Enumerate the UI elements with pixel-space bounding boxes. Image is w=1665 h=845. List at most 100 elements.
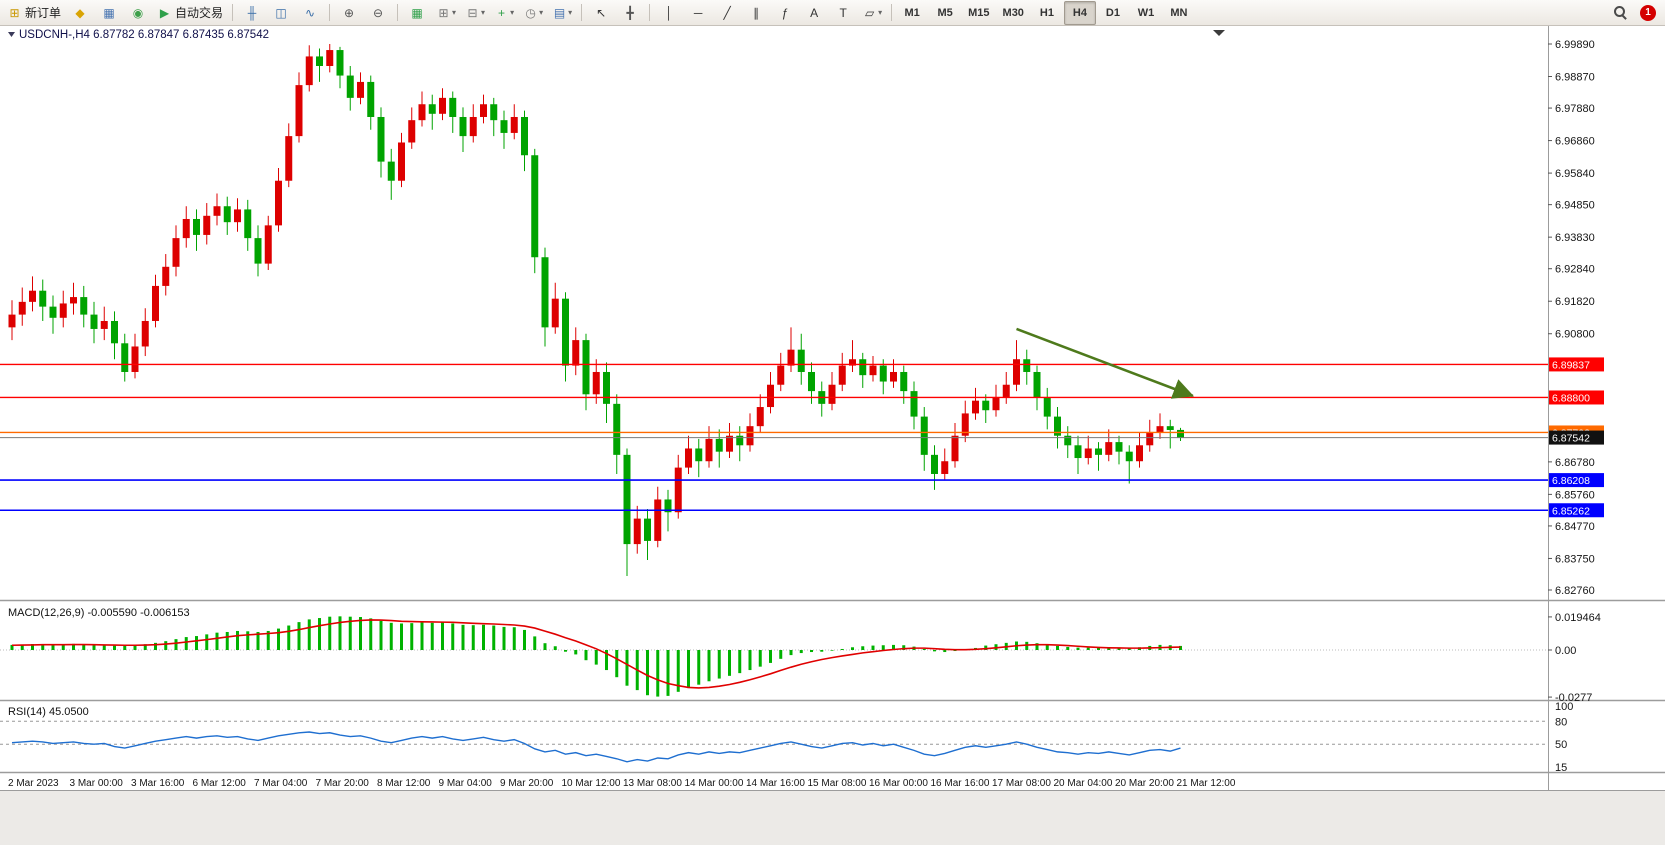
search-button[interactable] [1606, 1, 1634, 25]
zoom-in-icon: ⊕ [344, 5, 355, 20]
rsi-panel-area[interactable] [0, 702, 1548, 772]
price-axis-label: 6.96860 [1555, 136, 1595, 148]
price-axis-label: 6.92840 [1555, 264, 1595, 276]
candle-up [849, 359, 856, 366]
candle-up [1105, 442, 1113, 455]
data-window-icon[interactable]: ▦ [95, 1, 123, 25]
candle-up [357, 81, 364, 98]
candle-down [1166, 426, 1174, 430]
channel-icon[interactable]: ∥ [742, 1, 770, 25]
market-watch-icon: ◆ [75, 5, 85, 20]
macd-signal-line [11, 619, 1181, 689]
candle-down [90, 314, 98, 329]
timeframe-button-d1[interactable]: D1 [1105, 6, 1120, 19]
candle-down [111, 320, 118, 344]
candle-up [439, 97, 446, 114]
one-click-trading-toggle[interactable] [8, 32, 15, 37]
fibonacci-icon[interactable]: ƒ [771, 1, 799, 25]
zoom-in-icon[interactable]: ⊕ [335, 1, 363, 25]
chart-plot-area[interactable] [0, 26, 1548, 600]
timeframe-clock-icon[interactable]: ◷ ▾ [519, 1, 547, 25]
tile-windows-icon[interactable]: ▦ [403, 1, 431, 25]
candle-down [541, 257, 549, 328]
price-axis-label: 6.84770 [1555, 521, 1595, 533]
vertical-line-icon[interactable]: │ [655, 1, 683, 25]
toolbar-button-group: ⊞ 新订单 ◆ ▦ ◉ ▶ 自动交易 ╫ ◫ ∿ ⊕ ⊖ ▦ ⊞ ▾ ⊟ ▾ + ▾ ◷ ▾ ▤ ▾ ↖ ╋ │ ─ ╱ ∥ ƒ A T ▱ ▾ [3, 1, 896, 25]
crosshair-icon[interactable]: ╋ [616, 1, 644, 25]
time-axis-label: 9 Mar 20:00 [500, 778, 554, 789]
candle-up [1084, 448, 1092, 459]
cascade-windows-icon[interactable]: ⊞ ▾ [432, 1, 460, 25]
template-icon[interactable]: ▤ ▾ [548, 1, 576, 25]
dropdown-arrow-icon: ▾ [878, 8, 883, 17]
signals-icon[interactable]: ◉ [124, 1, 152, 25]
timeframe-button-h4[interactable]: H4 [1063, 0, 1096, 25]
cursor-icon[interactable]: ↖ [587, 1, 615, 25]
dropdown-arrow-icon: ▾ [539, 8, 544, 17]
bar-chart-icon[interactable]: ╫ [238, 1, 266, 25]
macd-axis-label: 0.00 [1555, 645, 1576, 657]
price-axis-label: 6.83750 [1555, 553, 1595, 565]
candle-up [1156, 426, 1164, 433]
candle-up [1002, 384, 1010, 398]
chart-canvas[interactable]: 6.99890 6.98870 6.97880 6.96860 6.95840 6.948… [0, 26, 1665, 845]
candle-up [100, 320, 108, 329]
candle-up [295, 85, 303, 137]
label-icon[interactable]: T [829, 1, 857, 25]
notification-badge[interactable]: 1 [1640, 4, 1656, 21]
candle-up [275, 180, 282, 226]
autotrading-button[interactable]: ▶ 自动交易 [153, 1, 227, 25]
candlestick-chart-icon[interactable]: ◫ [267, 1, 295, 25]
timeframe-button-mn[interactable]: MN [1170, 6, 1188, 19]
hline-price-tag [1549, 357, 1604, 372]
price-axis-label: 6.93830 [1555, 232, 1595, 244]
chart-shift-marker[interactable] [1213, 30, 1225, 36]
hline-price-tag [1549, 473, 1604, 488]
price-axis-label: 6.82760 [1555, 585, 1595, 597]
search-icon [1613, 6, 1627, 19]
candle-up [1146, 432, 1154, 446]
toolbar-separator [397, 4, 399, 21]
new-order-button-label: 新订单 [25, 6, 62, 20]
trend-arrow[interactable] [1016, 327, 1195, 399]
arrange-windows-icon[interactable]: ⊟ ▾ [461, 1, 489, 25]
candle-down [367, 81, 375, 117]
market-watch-icon[interactable]: ◆ [66, 1, 94, 25]
candle-down [982, 400, 990, 411]
zoom-out-icon[interactable]: ⊖ [364, 1, 392, 25]
macd-panel-area[interactable] [0, 602, 1548, 700]
candle-up [654, 499, 662, 541]
horizontal-line-icon[interactable]: ─ [684, 1, 712, 25]
price-axis-label: 6.95840 [1555, 168, 1595, 180]
candle-up [992, 397, 1000, 411]
candle-down [387, 161, 395, 181]
timeframe-button-h1[interactable]: H1 [1039, 6, 1054, 19]
candle-up [828, 384, 836, 404]
timeframe-button-w1[interactable]: W1 [1137, 6, 1155, 19]
timeframe-button-m5[interactable]: M5 [937, 6, 953, 19]
text-icon[interactable]: A [800, 1, 828, 25]
timeframe-button-m1[interactable]: M1 [904, 6, 920, 19]
line-chart-icon[interactable]: ∿ [296, 1, 324, 25]
new-order-button[interactable]: ⊞ 新订单 [3, 1, 65, 25]
candle-down [1125, 451, 1133, 462]
candle-up [70, 297, 77, 304]
candle-up [234, 209, 241, 223]
add-indicator-icon[interactable]: + ▾ [490, 1, 518, 25]
price-axis[interactable] [1548, 26, 1665, 790]
trendline-icon[interactable]: ╱ [713, 1, 741, 25]
timeframe-button-m30[interactable]: M30 [1002, 6, 1024, 19]
channel-icon: ∥ [753, 5, 760, 20]
candle-up [152, 285, 159, 321]
candle-up [480, 104, 487, 117]
price-axis-label: 6.85760 [1555, 489, 1595, 501]
window-bottom-strip [0, 791, 1665, 845]
shapes-icon[interactable]: ▱ ▾ [858, 1, 886, 25]
candle-down [531, 155, 539, 258]
candle-down [603, 371, 610, 404]
timeframe-button-m15[interactable]: M15 [968, 6, 990, 19]
dropdown-arrow-icon: ▾ [481, 8, 486, 17]
time-axis[interactable] [0, 773, 1548, 790]
candle-down [449, 97, 457, 117]
candle-down [715, 438, 723, 452]
